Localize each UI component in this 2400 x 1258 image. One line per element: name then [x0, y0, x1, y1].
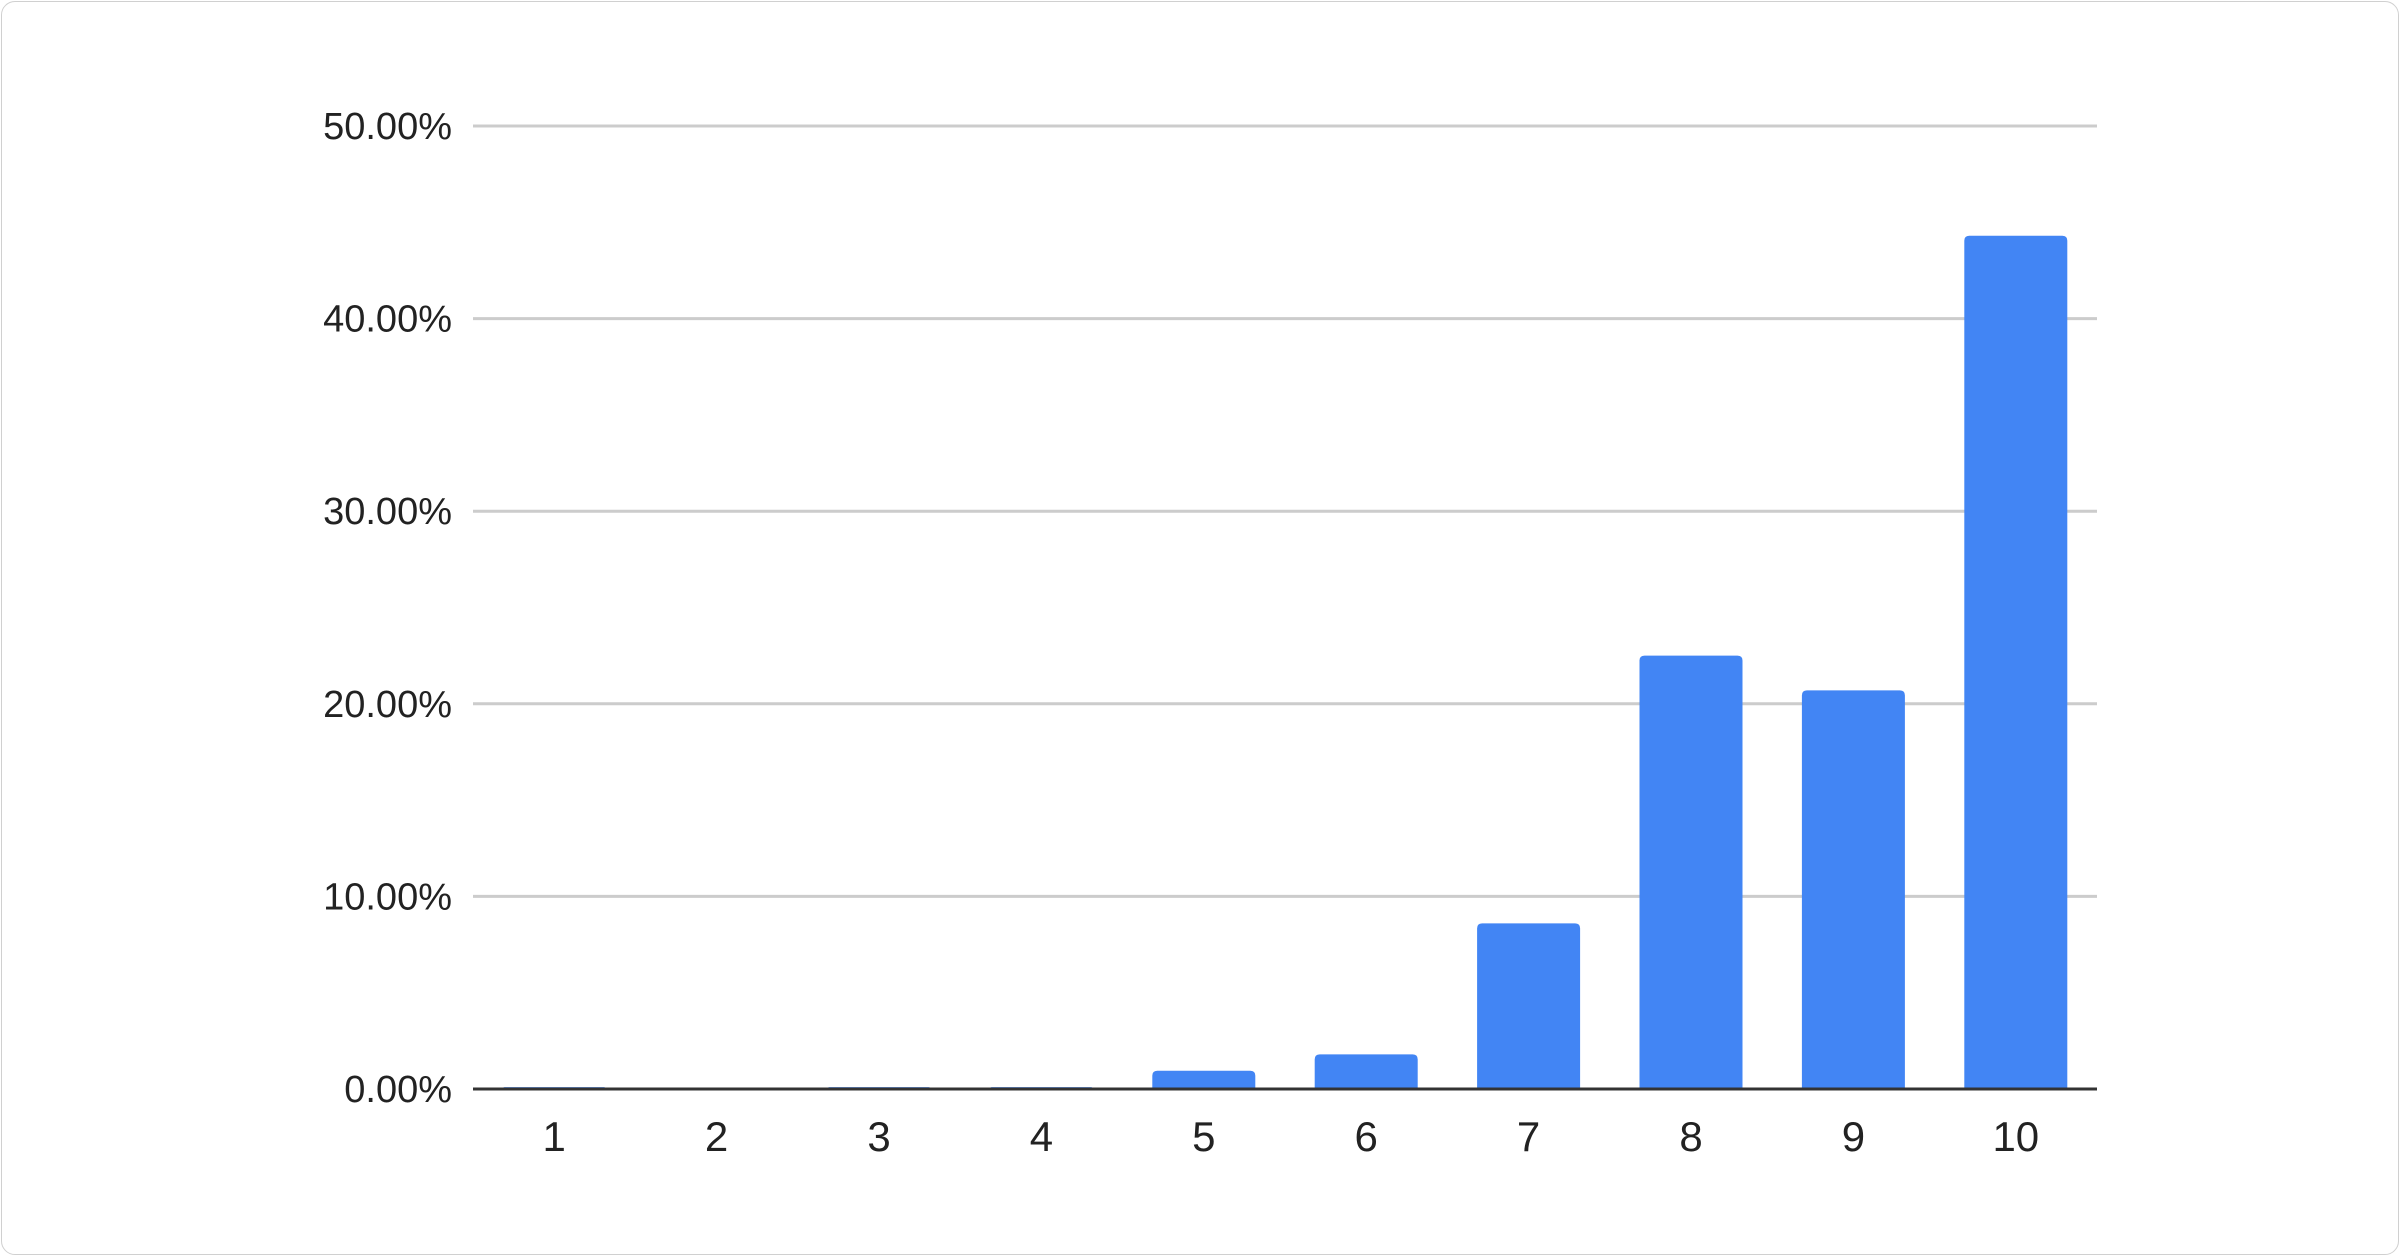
x-tick-label: 9: [1842, 1113, 1865, 1160]
y-tick-label: 0.00%: [344, 1069, 452, 1111]
x-tick-label: 5: [1192, 1113, 1215, 1160]
bar-6: [1314, 1054, 1418, 1089]
y-tick-label: 50.00%: [323, 106, 452, 148]
y-tick-label: 20.00%: [323, 684, 452, 726]
x-axis-labels: 1 2 3 4 5 6 7 8 9 10: [543, 1113, 2040, 1160]
bar-10: [1964, 235, 2068, 1090]
x-tick-label: 8: [1679, 1113, 1702, 1160]
x-tick-label: 4: [1030, 1113, 1053, 1160]
y-tick-label: 10.00%: [323, 876, 452, 918]
x-tick-label: 7: [1517, 1113, 1540, 1160]
x-tick-label: 3: [867, 1113, 890, 1160]
bar-8: [1639, 655, 1743, 1089]
y-tick-label: 30.00%: [323, 491, 452, 533]
bar-5: [1152, 1070, 1256, 1089]
x-tick-label: 2: [705, 1113, 728, 1160]
y-axis-labels: 0.00% 10.00% 20.00% 30.00% 40.00% 50.00%: [323, 106, 452, 1111]
y-tick-label: 40.00%: [323, 299, 452, 341]
x-tick-label: 10: [1992, 1113, 2039, 1160]
bar-7: [1477, 923, 1581, 1089]
x-tick-label: 1: [543, 1113, 566, 1160]
bar-9: [1801, 690, 1905, 1089]
bars: [502, 235, 2068, 1090]
x-tick-label: 6: [1355, 1113, 1378, 1160]
